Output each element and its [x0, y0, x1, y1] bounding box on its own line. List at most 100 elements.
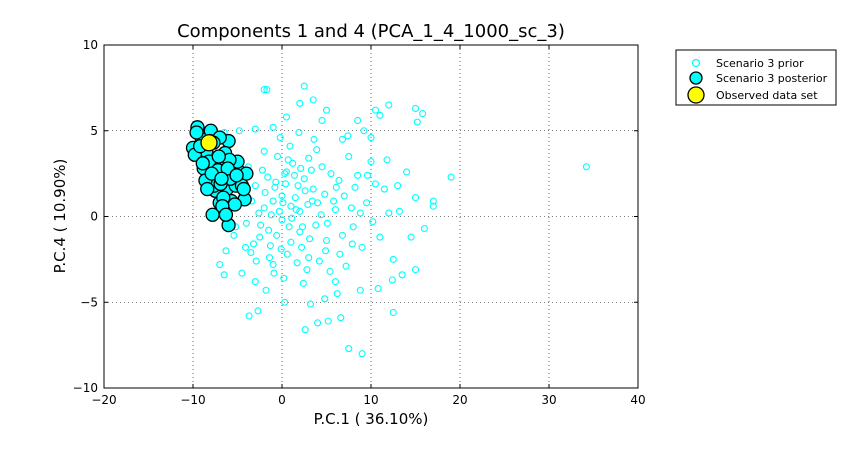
prior-point — [300, 175, 308, 183]
prior-point — [376, 233, 384, 241]
prior-point — [324, 317, 332, 325]
prior-point — [411, 194, 420, 202]
prior-point — [309, 185, 317, 193]
prior-point — [330, 197, 338, 205]
prior-point — [317, 211, 325, 219]
prior-point — [303, 266, 311, 274]
prior-point — [389, 255, 397, 263]
prior-point — [282, 168, 291, 176]
prior-point — [340, 192, 348, 200]
prior-point — [283, 250, 291, 258]
prior-point — [299, 279, 307, 287]
prior-point — [374, 284, 382, 293]
prior-point — [261, 188, 269, 197]
prior-point — [293, 259, 301, 267]
prior-point — [245, 312, 253, 320]
x-tick-label: 40 — [630, 393, 645, 407]
prior-point — [315, 257, 323, 265]
prior-point — [321, 295, 329, 303]
prior-point — [286, 142, 294, 150]
prior-point — [269, 260, 277, 269]
prior-point — [385, 209, 393, 217]
prior-point — [323, 219, 331, 227]
prior-point — [403, 168, 411, 176]
prior-point — [294, 182, 302, 190]
prior-point — [582, 163, 590, 171]
prior-point — [337, 314, 345, 322]
prior-point — [354, 171, 362, 179]
prior-point — [247, 248, 255, 257]
prior-point — [252, 257, 260, 265]
prior-point — [291, 194, 299, 202]
prior-point — [356, 209, 364, 217]
prior-point — [280, 274, 288, 282]
x-tick-label: −20 — [91, 393, 116, 407]
prior-point — [251, 278, 259, 286]
chart-title: Components 1 and 4 (PCA_1_4_1000_sc_3) — [177, 21, 565, 42]
posterior-point — [211, 149, 226, 164]
prior-point — [300, 82, 308, 90]
prior-point — [383, 156, 391, 164]
prior-point — [276, 134, 284, 142]
x-tick-label: −10 — [180, 393, 205, 407]
prior-point — [321, 190, 329, 198]
prior-point — [288, 214, 296, 222]
prior-point — [273, 152, 282, 161]
prior-point — [271, 183, 279, 191]
prior-point — [305, 154, 313, 162]
prior-point — [335, 176, 343, 185]
y-tick-label: 10 — [83, 38, 98, 52]
prior-point — [351, 183, 359, 191]
prior-point — [380, 185, 388, 193]
prior-point — [371, 180, 380, 188]
prior-point — [289, 159, 297, 167]
prior-point — [338, 231, 347, 239]
prior-point — [331, 206, 339, 214]
y-tick-label: 5 — [90, 124, 98, 138]
prior-point — [349, 223, 357, 231]
legend-marker-posterior — [689, 71, 703, 85]
prior-point — [318, 163, 326, 171]
prior-point — [263, 86, 271, 94]
prior-point — [333, 290, 341, 298]
prior-point — [301, 326, 309, 334]
prior-point — [447, 173, 455, 181]
prior-point — [358, 243, 366, 251]
y-tick-label: −10 — [73, 381, 98, 395]
prior-point — [362, 199, 371, 207]
prior-point — [220, 271, 228, 279]
prior-point — [279, 199, 287, 207]
x-tick-label: 0 — [278, 393, 286, 407]
legend: Scenario 3 prior Scenario 3 posterior Ob… — [675, 49, 837, 106]
prior-point — [344, 132, 352, 140]
prior-point — [363, 171, 371, 179]
prior-point — [356, 286, 364, 294]
prior-point — [297, 164, 305, 173]
legend-marker-prior — [691, 58, 701, 68]
prior-point — [285, 223, 293, 231]
prior-point — [282, 113, 291, 121]
legend-label-observed: Observed data set — [716, 89, 818, 102]
prior-point — [277, 245, 285, 253]
prior-point — [249, 240, 258, 248]
x-tick-label: 10 — [363, 393, 378, 407]
prior-point — [275, 207, 283, 215]
y-tick-label: −5 — [80, 295, 98, 309]
prior-point — [310, 135, 318, 143]
prior-point — [313, 146, 321, 154]
legend-label-prior: Scenario 3 prior — [716, 57, 804, 70]
prior-point — [298, 243, 306, 251]
x-axis-label: P.C.1 ( 36.10%) — [314, 410, 429, 428]
prior-point — [230, 231, 238, 239]
prior-point — [369, 218, 377, 226]
posterior-point — [189, 125, 204, 140]
prior-point — [254, 307, 262, 315]
prior-point — [287, 238, 295, 246]
legend-label-posterior: Scenario 3 posterior — [716, 72, 828, 85]
prior-point — [371, 106, 380, 114]
prior-point — [251, 182, 259, 190]
prior-point — [348, 240, 356, 248]
x-tick-label: 20 — [452, 393, 467, 407]
prior-point — [388, 276, 396, 284]
